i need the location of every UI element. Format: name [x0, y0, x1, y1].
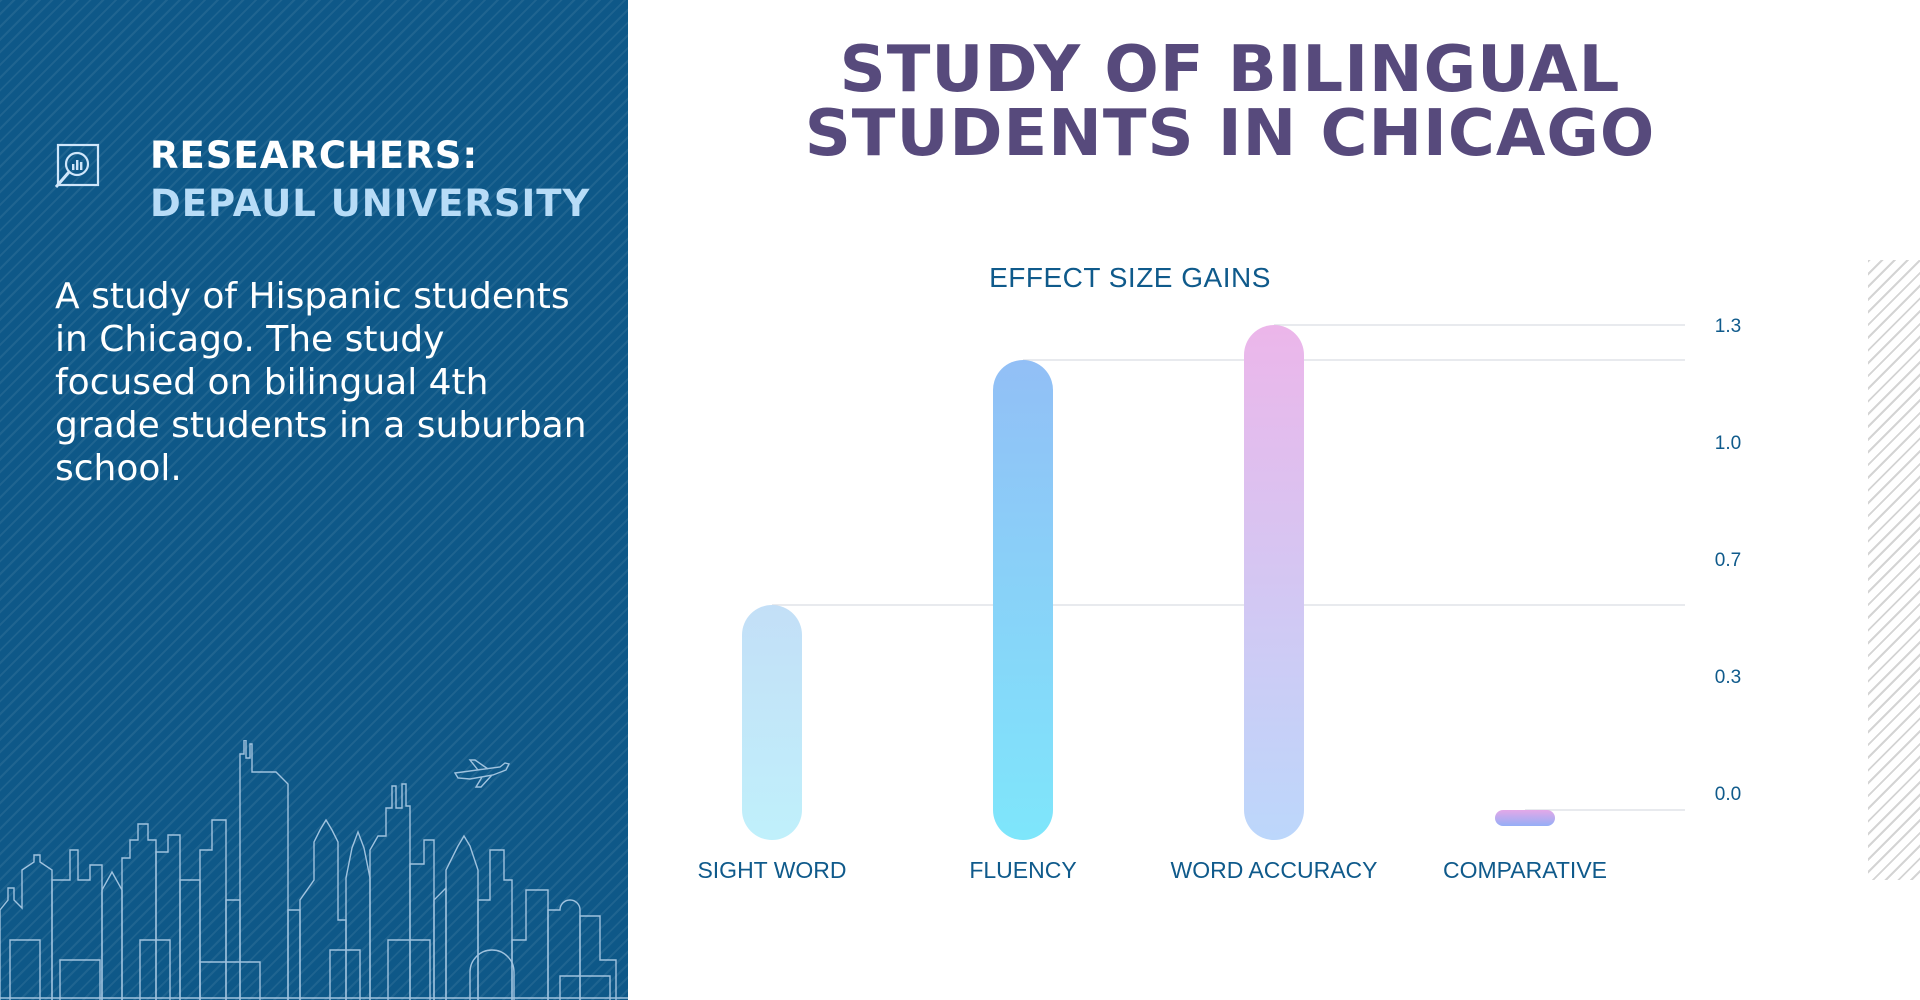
researchers-name: DEPAUL UNIVERSITY [150, 182, 591, 225]
chart-title: EFFECT SIZE GAINS [989, 262, 1271, 293]
x-category-label: SIGHT WORD [697, 857, 846, 883]
bar-word-accuracy [1244, 325, 1304, 840]
chicago-skyline-illustration [0, 740, 628, 1000]
x-category-label: FLUENCY [969, 857, 1076, 883]
study-description: A study of Hispanic students in Chicago.… [55, 276, 587, 489]
bar-comparative [1495, 810, 1555, 826]
bar-fluency [993, 360, 1053, 840]
researchers-label: RESEARCHERS: [150, 134, 479, 177]
info-panel: RESEARCHERS: DEPAUL UNIVERSITY A study o… [0, 0, 628, 1000]
x-category-label: WORD ACCURACY [1170, 857, 1377, 883]
decorative-hatch-strip [1868, 260, 1920, 880]
effect-size-bar-chart: 1.3 1.0 0.7 0.3 0.0 SIGHT WORD FLUENCY WORD AC… [697, 316, 1741, 883]
x-category-label: COMPARATIVE [1443, 857, 1607, 883]
research-magnifier-icon [54, 143, 100, 188]
bar-sight-word [742, 605, 802, 840]
page-title-line-1: STUDY OF BILINGUAL [839, 33, 1621, 107]
y-tick-label: 0.0 [1715, 784, 1741, 805]
y-tick-label: 0.3 [1715, 667, 1741, 688]
page-title-line-2: STUDENTS IN CHICAGO [804, 97, 1656, 171]
y-tick-label: 0.7 [1715, 550, 1741, 571]
page-title: STUDY OF BILINGUAL STUDENTS IN CHICAGO [650, 38, 1810, 166]
y-tick-label: 1.0 [1715, 433, 1741, 454]
y-tick-label: 1.3 [1715, 316, 1741, 337]
